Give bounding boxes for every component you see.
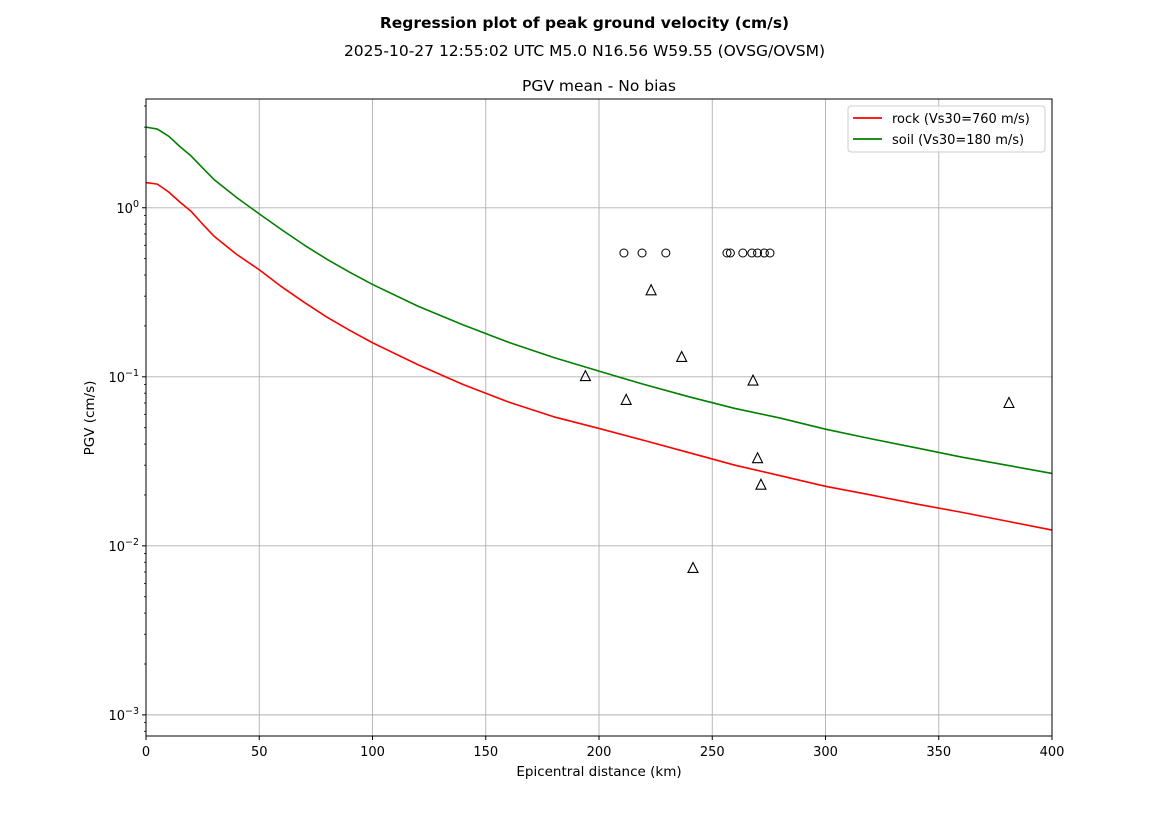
x-tick-label: 100 <box>360 745 385 760</box>
x-tick-label: 400 <box>1040 745 1065 760</box>
circle-marker <box>725 248 735 258</box>
y-tick-exponent: 0 <box>133 199 139 210</box>
legend-label: rock (Vs30=760 m/s) <box>892 112 1030 127</box>
circle-marker <box>759 248 769 258</box>
x-tick-label: 250 <box>700 745 725 760</box>
triangle-marker <box>747 373 759 386</box>
y-tick-exponent: −1 <box>125 368 139 379</box>
circle-marker <box>722 248 732 258</box>
x-axis-label: Epicentral distance (km) <box>516 764 681 780</box>
legend: rock (Vs30=760 m/s) soil (Vs30=180 m/s) <box>847 105 1046 153</box>
circle-marker <box>637 248 647 258</box>
x-tick-label: 0 <box>142 745 150 760</box>
y-tick-base: 10 <box>108 709 125 724</box>
legend-label: soil (Vs30=180 m/s) <box>892 133 1024 148</box>
x-tick-label: 200 <box>587 745 612 760</box>
circle-marker <box>753 248 763 258</box>
triangle-marker <box>579 369 592 382</box>
x-tick-label: 300 <box>813 745 838 760</box>
legend-box <box>847 105 1046 153</box>
y-tick-exponent: −3 <box>125 706 139 717</box>
regression-curves <box>145 126 1053 531</box>
y-tick-base: 10 <box>116 202 133 217</box>
plot-title: PGV mean - No bias <box>522 77 676 95</box>
triangle-marker <box>645 283 657 296</box>
y-tick-label: 10−1 <box>108 368 139 386</box>
series-line-rock <box>145 181 1053 531</box>
circle-marker <box>738 248 748 258</box>
triangle-marker <box>755 477 767 490</box>
series-line-soil <box>145 126 1053 475</box>
triangle-marker <box>751 451 764 464</box>
circle-marker <box>619 248 629 258</box>
triangle-marker <box>1003 396 1015 409</box>
y-axis-label: PGV (cm/s) <box>82 381 98 456</box>
y-tick-base: 10 <box>108 540 125 555</box>
circle-marker <box>765 248 775 258</box>
grid-lines <box>145 99 1053 736</box>
y-tick-label: 100 <box>116 199 139 217</box>
y-tick-label: 10−3 <box>108 706 139 724</box>
figure-subtitle: 2025-10-27 12:55:02 UTC M5.0 N16.56 W59.… <box>343 42 826 60</box>
x-tick-label: 350 <box>926 745 951 760</box>
x-tick-label: 50 <box>251 745 268 760</box>
y-tick-exponent: −2 <box>125 537 139 548</box>
x-tick-label: 150 <box>473 745 498 760</box>
triangle-marker <box>687 561 699 573</box>
y-tick-label: 10−2 <box>108 537 139 555</box>
circle-marker <box>747 248 757 258</box>
triangle-marker <box>675 350 688 363</box>
y-tick-base: 10 <box>108 371 125 386</box>
circle-marker <box>661 248 671 258</box>
figure-suptitle: Regression plot of peak ground velocity … <box>379 14 790 32</box>
triangle-marker <box>620 393 633 405</box>
observation-markers <box>579 248 1015 573</box>
